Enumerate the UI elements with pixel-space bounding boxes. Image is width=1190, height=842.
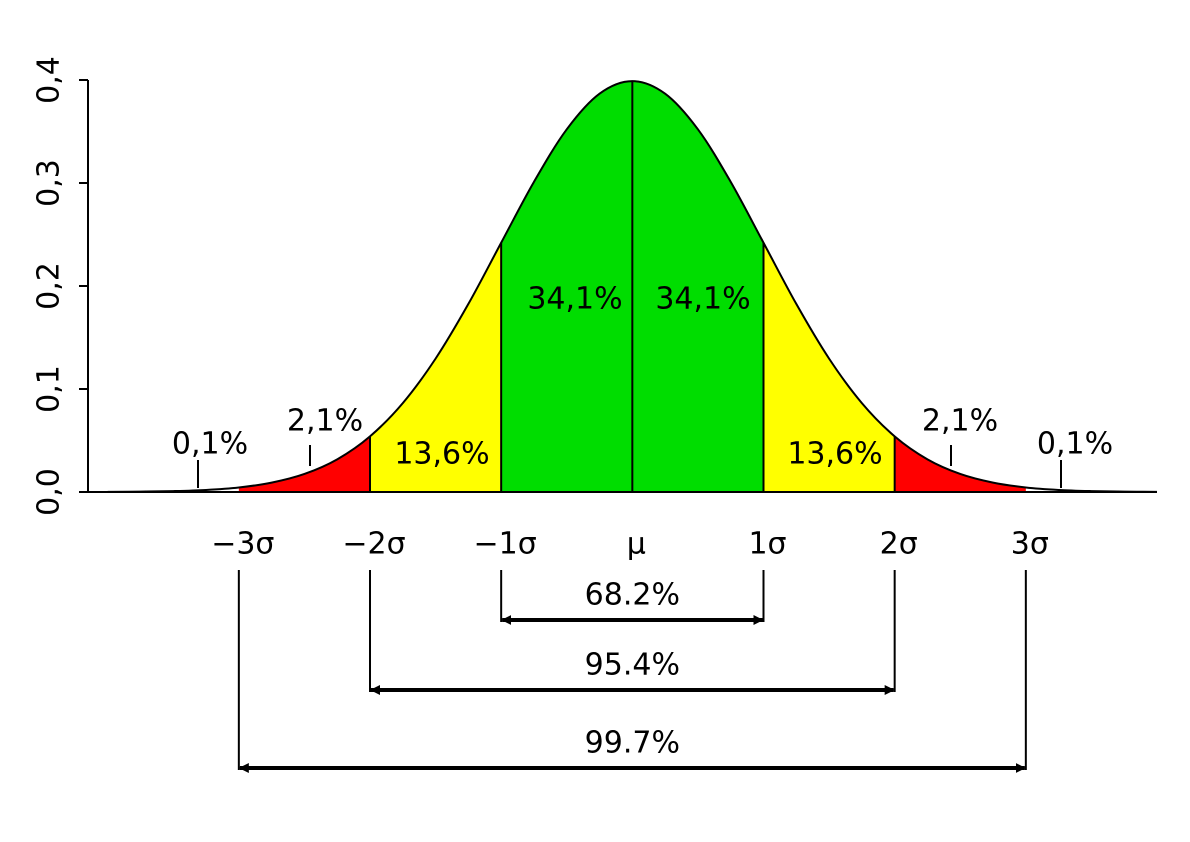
- x-tick-label: 3σ: [1011, 527, 1049, 562]
- x-tick-label: 2σ: [880, 527, 918, 562]
- x-tick-label: −3σ: [211, 527, 274, 562]
- region-label: 2,1%: [287, 404, 363, 439]
- region: [894, 436, 1026, 492]
- region-label: 13,6%: [787, 437, 882, 472]
- region-label: 34,1%: [527, 282, 622, 317]
- region-label: 13,6%: [394, 437, 489, 472]
- x-tick-label: −1σ: [474, 527, 537, 562]
- region-label: 0,1%: [172, 427, 248, 462]
- region-label: 34,1%: [655, 282, 750, 317]
- range-label: 95.4%: [585, 648, 680, 683]
- y-tick-label: 0,4: [32, 56, 67, 104]
- x-tick-label: 1σ: [748, 527, 786, 562]
- region-label: 2,1%: [922, 404, 998, 439]
- x-tick-label: −2σ: [342, 527, 405, 562]
- range-label: 68.2%: [585, 578, 680, 613]
- region: [238, 436, 371, 492]
- density-curve: [107, 80, 1158, 493]
- region-label: 0,1%: [1037, 427, 1113, 462]
- y-tick-label: 0,3: [32, 159, 67, 207]
- y-tick-label: 0,2: [32, 262, 67, 310]
- x-tick-label: μ: [627, 527, 646, 562]
- y-tick-label: 0,1: [32, 365, 67, 413]
- y-tick-label: 0,0: [32, 468, 67, 516]
- range-label: 99.7%: [585, 726, 680, 761]
